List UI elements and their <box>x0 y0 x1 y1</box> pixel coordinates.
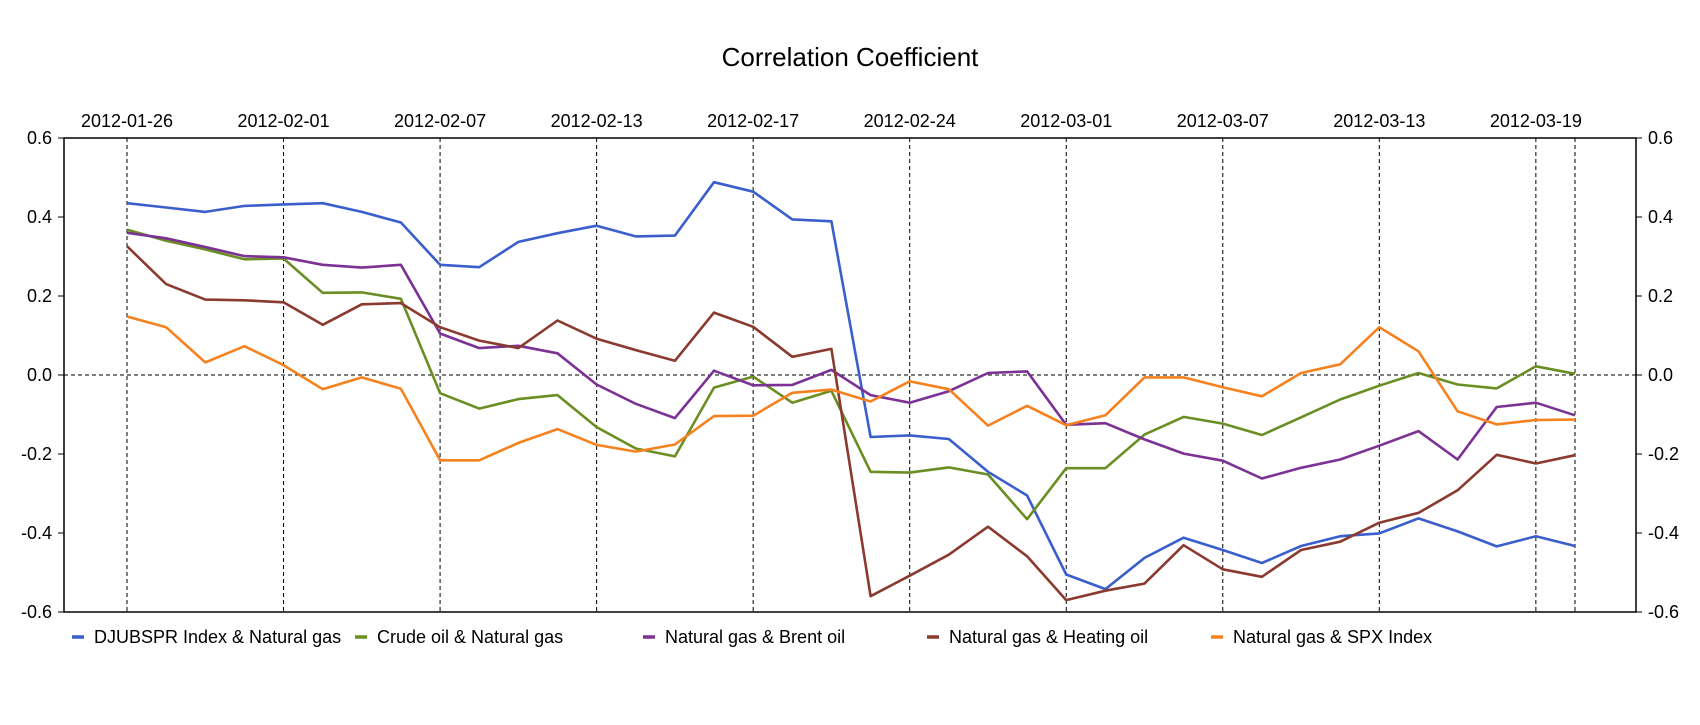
y-tick-label-right: -0.6 <box>1648 602 1679 622</box>
series-lines <box>126 180 1576 602</box>
y-tick-label-right: 0.6 <box>1648 128 1673 148</box>
y-axis-left-ticks: 0.6 0.4 0.2 0.0 -0.2 -0.4 -0.6 <box>21 128 64 622</box>
legend-item: Natural gas & Brent oil <box>643 627 845 647</box>
y-tick-label-right: 0.0 <box>1648 365 1673 385</box>
legend-label: Natural gas & Brent oil <box>665 627 845 647</box>
series-line-3 <box>126 245 1576 602</box>
series-line-1 <box>126 228 1576 521</box>
y-tick-label-right: 0.4 <box>1648 207 1673 227</box>
grid-lines <box>64 138 1636 612</box>
x-tick-label: 2012-03-13 <box>1333 111 1425 131</box>
x-tick-label: 2012-03-01 <box>1020 111 1112 131</box>
x-tick-label: 2012-02-17 <box>707 111 799 131</box>
y-tick-label-left: 0.4 <box>27 207 52 227</box>
legend-label: Natural gas & SPX Index <box>1233 627 1432 647</box>
y-tick-label-right: -0.2 <box>1648 444 1679 464</box>
legend-label: DJUBSPR Index & Natural gas <box>94 627 341 647</box>
legend-label: Crude oil & Natural gas <box>377 627 563 647</box>
x-tick-label: 2012-01-26 <box>81 111 173 131</box>
x-tick-label: 2012-03-07 <box>1177 111 1269 131</box>
y-tick-label-left: -0.6 <box>21 602 52 622</box>
y-tick-label-right: -0.4 <box>1648 523 1679 543</box>
series-line-2 <box>126 231 1576 480</box>
x-axis-ticks: 2012-01-26 2012-02-01 2012-02-07 2012-02-13… <box>81 111 1582 131</box>
legend-label: Natural gas & Heating oil <box>949 627 1148 647</box>
y-tick-label-left: 0.0 <box>27 365 52 385</box>
y-axis-right-ticks: 0.6 0.4 0.2 0.0 -0.2 -0.4 -0.6 <box>1636 128 1679 622</box>
x-tick-label: 2012-02-24 <box>864 111 956 131</box>
x-tick-label: 2012-02-01 <box>238 111 330 131</box>
y-tick-label-left: -0.2 <box>21 444 52 464</box>
legend-item: Natural gas & Heating oil <box>927 627 1148 647</box>
legend-item: DJUBSPR Index & Natural gas <box>72 627 341 647</box>
legend-item: Crude oil & Natural gas <box>355 627 563 647</box>
y-tick-label-right: 0.2 <box>1648 286 1673 306</box>
chart-title: Correlation Coefficient <box>722 42 980 72</box>
y-tick-label-left: -0.4 <box>21 523 52 543</box>
legend: DJUBSPR Index & Natural gas Crude oil & N… <box>72 627 1432 647</box>
y-tick-label-left: 0.2 <box>27 286 52 306</box>
legend-item: Natural gas & SPX Index <box>1211 627 1432 647</box>
y-tick-label-left: 0.6 <box>27 128 52 148</box>
series-line-4 <box>126 315 1576 462</box>
series-line-0 <box>126 180 1576 591</box>
x-tick-label: 2012-02-13 <box>551 111 643 131</box>
x-tick-label: 2012-02-07 <box>394 111 486 131</box>
x-tick-label: 2012-03-19 <box>1490 111 1582 131</box>
